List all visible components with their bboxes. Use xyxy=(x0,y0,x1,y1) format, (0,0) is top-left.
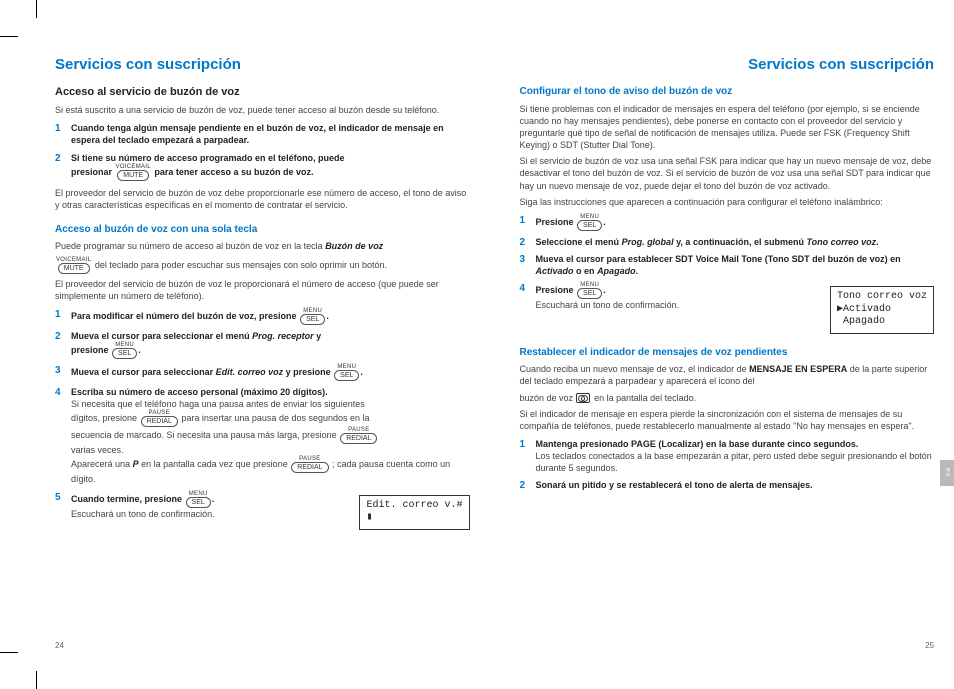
steps-list: 1 Mantenga presionado PAGE (Localizar) e… xyxy=(520,438,935,492)
step-text: para tener acceso a su buzón de voz. xyxy=(154,167,313,177)
body-text: Si tiene problemas con el indicador de m… xyxy=(520,103,935,152)
crop-mark xyxy=(36,671,37,689)
steps-list: 1 Presione MENU SEL . 2 Seleccione el me… xyxy=(520,214,935,334)
page-spread: Servicios con suscripción Acceso al serv… xyxy=(55,55,934,634)
sel-key-icon: MENU SEL xyxy=(300,308,325,325)
body-text: El proveedor del servicio de buzón de vo… xyxy=(55,187,470,211)
step-text: Si tiene su número de acceso programado … xyxy=(71,153,345,163)
list-item: 2 Seleccione el menú Prog. global y, a c… xyxy=(520,236,935,248)
list-item: 4 Escriba su número de acceso personal (… xyxy=(55,386,470,486)
list-item: 4 Tono correo voz ▶Activado Apagado Pres… xyxy=(520,282,935,334)
step-text: presionar xyxy=(71,167,112,177)
page-title: Servicios con suscripción xyxy=(55,55,470,75)
step-text: Cuando tenga algún mensaje pendiente en … xyxy=(71,123,444,145)
steps-list: 1 Cuando tenga algún mensaje pendiente e… xyxy=(55,122,470,180)
sel-key-icon: MENU SEL xyxy=(334,364,359,381)
list-item: 2 Mueva el cursor para seleccionar el me… xyxy=(55,330,470,359)
redial-key-icon: PAUSE REDIAL xyxy=(141,410,178,427)
body-text: Puede programar su número de acceso al b… xyxy=(55,240,470,252)
intro-text: Si está suscrito a una servicio de buzón… xyxy=(55,104,470,116)
left-page: Servicios con suscripción Acceso al serv… xyxy=(55,55,470,634)
redial-key-icon: PAUSE REDIAL xyxy=(340,427,377,444)
crop-mark xyxy=(0,36,18,37)
list-item: 2 Sonará un pitido y se restablecerá el … xyxy=(520,479,935,491)
list-item: 2 Si tiene su número de acceso programad… xyxy=(55,152,470,181)
sub-heading: Acceso al buzón de voz con una sola tecl… xyxy=(55,223,470,237)
page-title: Servicios con suscripción xyxy=(520,55,935,75)
crop-mark xyxy=(0,652,18,653)
page-number: 24 xyxy=(55,641,64,652)
mute-key-icon: VOICEMAIL MUTE xyxy=(56,257,91,274)
body-text: Si el servicio de buzón de voz usa una s… xyxy=(520,155,935,191)
sel-key-icon: MENU SEL xyxy=(186,491,211,508)
sel-key-icon: MENU SEL xyxy=(112,342,137,359)
body-text: VOICEMAIL MUTE del teclado para poder es… xyxy=(55,257,470,274)
body-text: buzón de voz en la pantalla del teclado. xyxy=(520,392,935,404)
sub-heading: Configurar el tono de aviso del buzón de… xyxy=(520,85,935,99)
right-page: Servicios con suscripción Configurar el … xyxy=(520,55,935,634)
section-heading: Acceso al servicio de buzón de voz xyxy=(55,85,470,100)
redial-key-icon: PAUSE REDIAL xyxy=(291,456,328,473)
body-text: El proveedor del servicio de buzón de vo… xyxy=(55,278,470,302)
body-text: Siga las instrucciones que aparecen a co… xyxy=(520,196,935,208)
page-number: 25 xyxy=(925,641,934,652)
voicemail-icon xyxy=(576,393,590,403)
list-item: 5 Edit. correo v.# ▮ Cuando termine, pre… xyxy=(55,491,470,530)
list-item: 3 Mueva el cursor para establecer SDT Vo… xyxy=(520,253,935,277)
list-item: 1 Cuando tenga algún mensaje pendiente e… xyxy=(55,122,470,146)
mute-key-icon: VOICEMAIL MUTE xyxy=(116,164,151,181)
body-text: Cuando reciba un nuevo mensaje de voz, e… xyxy=(520,363,935,387)
lcd-display: Tono correo voz ▶Activado Apagado xyxy=(830,286,934,334)
sel-key-icon: MENU SEL xyxy=(577,214,602,231)
body-text: Si el indicador de mensaje en espera pie… xyxy=(520,408,935,432)
steps-list: 1 Para modificar el número del buzón de … xyxy=(55,308,470,530)
language-tab: es xyxy=(940,460,954,486)
sel-key-icon: MENU SEL xyxy=(577,282,602,299)
list-item: 1 Presione MENU SEL . xyxy=(520,214,935,231)
lcd-display: Edit. correo v.# ▮ xyxy=(359,495,469,530)
sub-heading: Restablecer el indicador de mensajes de … xyxy=(520,346,935,360)
crop-mark xyxy=(36,0,37,18)
list-item: 3 Mueva el cursor para seleccionar Edit.… xyxy=(55,364,470,381)
list-item: 1 Para modificar el número del buzón de … xyxy=(55,308,470,325)
list-item: 1 Mantenga presionado PAGE (Localizar) e… xyxy=(520,438,935,474)
